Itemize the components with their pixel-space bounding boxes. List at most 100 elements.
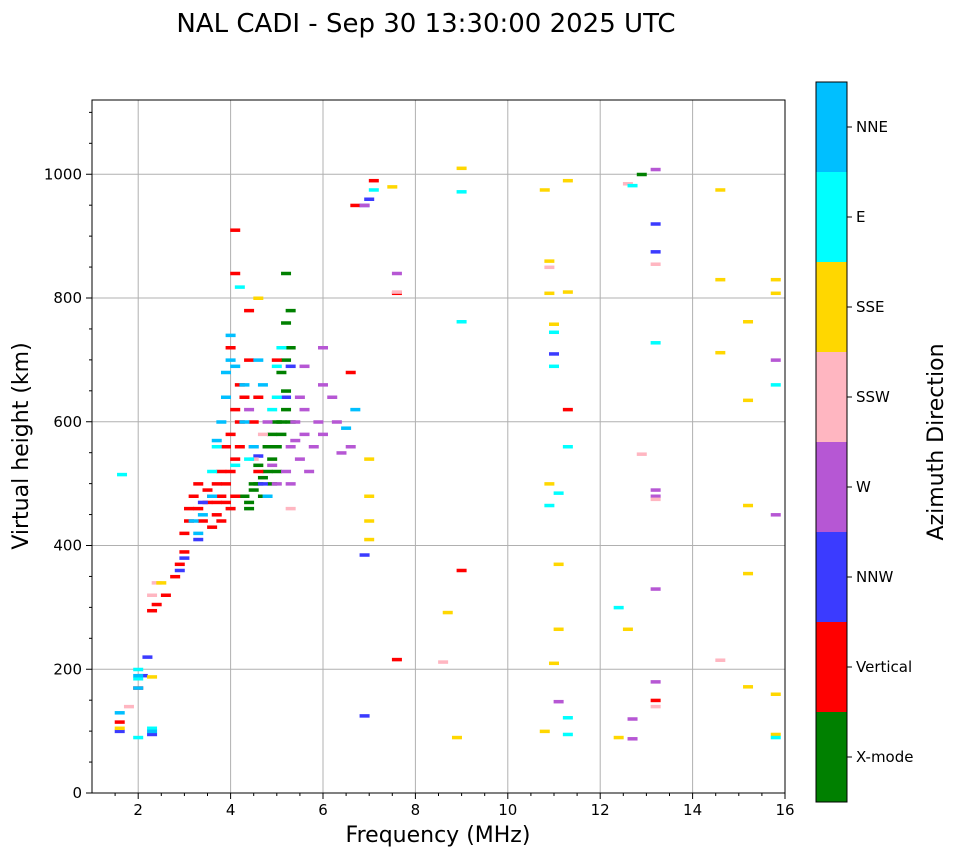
data-point-e	[650, 341, 661, 345]
data-point-nne	[239, 383, 250, 387]
data-point-e	[456, 190, 467, 194]
data-point-e	[271, 395, 282, 399]
data-point-w	[650, 587, 661, 591]
data-point-nne	[248, 445, 259, 449]
data-point-sse	[156, 581, 167, 585]
data-point-sse	[364, 457, 375, 461]
data-point-vertical	[456, 568, 467, 573]
colorbar-label: Vertical	[856, 658, 912, 676]
data-point-w	[553, 699, 564, 704]
x-tick-label: 8	[411, 801, 421, 819]
colorbar: X-mode Vertical NNW W SSW SSE E NNE	[815, 81, 913, 803]
data-point-x-mode	[281, 407, 292, 412]
data-point-vertical	[239, 395, 250, 399]
data-point-x-mode	[271, 445, 282, 449]
data-point-x-mode	[271, 469, 282, 474]
data-point-x-mode	[267, 457, 278, 461]
data-points	[114, 166, 781, 741]
data-point-vertical	[391, 657, 402, 662]
data-point-e	[276, 346, 287, 350]
data-point-sse	[743, 685, 754, 689]
data-point-vertical	[368, 178, 379, 183]
data-point-nnw	[359, 714, 370, 718]
data-point-sse	[562, 290, 573, 294]
data-point-vertical	[562, 407, 573, 412]
data-point-w	[308, 445, 319, 449]
data-point-e	[271, 364, 282, 369]
data-point-vertical	[211, 513, 222, 517]
data-point-sse	[539, 729, 550, 734]
data-point-nne	[133, 673, 144, 678]
data-point-ssw	[650, 704, 661, 709]
data-point-ssw	[123, 704, 134, 709]
data-point-x-mode	[271, 420, 282, 424]
data-point-sse	[451, 735, 462, 740]
x-axis-label: Frequency (MHz)	[346, 823, 531, 848]
data-point-nne	[350, 407, 361, 412]
data-point-nne	[341, 426, 352, 430]
data-point-nne	[262, 494, 273, 498]
data-point-vertical	[147, 608, 158, 613]
data-point-nnw	[197, 500, 208, 505]
data-point-vertical	[174, 562, 185, 567]
data-point-x-mode	[239, 494, 250, 498]
data-point-e	[133, 677, 144, 681]
data-point-ssw	[438, 660, 449, 664]
data-point-e	[207, 469, 218, 474]
data-point-vertical	[650, 698, 661, 703]
data-point-w	[285, 482, 296, 486]
data-point-e	[613, 605, 624, 610]
data-point-ssw	[391, 290, 402, 294]
data-point-w	[294, 457, 305, 461]
data-point-ssw	[544, 265, 555, 270]
data-point-vertical	[225, 346, 236, 350]
data-point-e	[544, 503, 555, 508]
data-point-sse	[549, 322, 559, 326]
data-point-w	[391, 271, 402, 276]
data-point-vertical	[197, 519, 208, 523]
data-point-vertical	[179, 550, 190, 554]
data-point-x-mode	[248, 488, 259, 492]
data-point-w	[650, 494, 661, 498]
data-point-nne	[253, 358, 264, 362]
data-point-sse	[539, 188, 550, 192]
data-point-w	[345, 445, 356, 449]
data-point-sse	[253, 296, 264, 300]
colorbar-label: X-mode	[856, 748, 913, 766]
data-point-ssw	[636, 452, 647, 456]
data-point-nne	[239, 420, 250, 424]
data-point-e	[147, 726, 158, 731]
data-point-w	[290, 420, 301, 424]
data-point-sse	[613, 735, 624, 740]
data-point-e	[230, 463, 241, 468]
data-point-x-mode	[244, 506, 255, 511]
data-point-nne	[225, 333, 236, 338]
data-point-sse	[549, 661, 559, 666]
data-point-vertical	[253, 395, 264, 399]
data-point-x-mode	[248, 482, 259, 486]
data-point-sse	[743, 398, 754, 403]
data-point-sse	[364, 537, 375, 542]
colorbar-segment-vertical	[816, 622, 847, 712]
data-point-x-mode	[285, 346, 296, 350]
data-point-nnw	[359, 553, 370, 557]
data-point-w	[650, 488, 661, 492]
data-point-vertical	[193, 506, 204, 511]
plot-background	[92, 100, 785, 793]
data-point-x-mode	[281, 389, 292, 393]
data-point-sse	[553, 562, 564, 567]
data-point-vertical	[160, 593, 171, 597]
data-point-vertical	[207, 525, 218, 529]
data-point-nnw	[114, 729, 125, 734]
data-point-sse	[442, 610, 453, 615]
data-point-vertical	[253, 469, 264, 474]
data-point-w	[318, 383, 328, 387]
colorbar-title: Azimuth Direction	[924, 343, 949, 540]
data-point-x-mode	[244, 500, 255, 505]
data-point-sse	[544, 291, 555, 296]
data-point-vertical	[211, 482, 222, 486]
data-point-e	[553, 491, 564, 495]
y-tick-label: 0	[72, 784, 82, 802]
data-point-e	[267, 407, 278, 412]
data-point-w	[285, 445, 296, 449]
